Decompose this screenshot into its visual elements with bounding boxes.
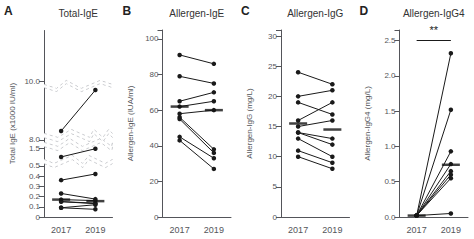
svg-text:0.3: 0.3 bbox=[29, 182, 41, 191]
svg-text:25: 25 bbox=[268, 62, 277, 71]
svg-text:10.0: 10.0 bbox=[24, 77, 40, 86]
svg-text:0: 0 bbox=[36, 213, 41, 222]
svg-text:Allergen-IgG4: Allergen-IgG4 bbox=[403, 8, 465, 19]
svg-text:C: C bbox=[241, 4, 250, 18]
svg-text:0.5: 0.5 bbox=[29, 161, 41, 170]
svg-text:0.4: 0.4 bbox=[29, 172, 41, 181]
svg-text:Allergen-IgE: Allergen-IgE bbox=[169, 8, 224, 19]
svg-text:2017: 2017 bbox=[170, 225, 190, 235]
svg-text:2017: 2017 bbox=[407, 225, 427, 235]
svg-text:0.2: 0.2 bbox=[29, 192, 41, 201]
svg-text:2.5: 2.5 bbox=[384, 36, 396, 45]
svg-text:80: 80 bbox=[150, 70, 159, 79]
svg-text:2019: 2019 bbox=[441, 225, 461, 235]
svg-text:30: 30 bbox=[268, 32, 277, 41]
svg-text:D: D bbox=[360, 4, 369, 18]
svg-text:60: 60 bbox=[150, 106, 159, 115]
svg-text:Allergen-IgG: Allergen-IgG bbox=[287, 8, 343, 19]
svg-text:2019: 2019 bbox=[204, 225, 224, 235]
svg-text:8.0: 8.0 bbox=[29, 135, 41, 144]
svg-text:10: 10 bbox=[268, 152, 277, 161]
svg-text:0.0: 0.0 bbox=[384, 213, 396, 222]
svg-text:1.5: 1.5 bbox=[29, 144, 41, 153]
svg-text:2.0: 2.0 bbox=[384, 71, 396, 80]
svg-text:Allergen-IgG (mg/L): Allergen-IgG (mg/L) bbox=[245, 88, 254, 159]
svg-text:2017: 2017 bbox=[51, 225, 71, 235]
svg-text:2019: 2019 bbox=[322, 225, 342, 235]
svg-text:Total-IgE: Total-IgE bbox=[59, 8, 99, 19]
svg-text:0.1: 0.1 bbox=[29, 202, 41, 211]
svg-text:1.0: 1.0 bbox=[384, 142, 396, 151]
svg-text:Allergen-IgE (IUA/ml): Allergen-IgE (IUA/ml) bbox=[126, 85, 135, 161]
svg-text:B: B bbox=[123, 4, 132, 18]
svg-text:0.5: 0.5 bbox=[384, 177, 396, 186]
svg-text:A: A bbox=[4, 4, 13, 18]
svg-text:20: 20 bbox=[268, 92, 277, 101]
svg-text:1.5: 1.5 bbox=[384, 107, 396, 116]
svg-text:40: 40 bbox=[150, 141, 159, 150]
svg-text:**: ** bbox=[429, 24, 438, 36]
svg-text:100: 100 bbox=[145, 34, 159, 43]
svg-text:5: 5 bbox=[273, 182, 278, 191]
svg-text:Total IgE (x1000 IU/ml): Total IgE (x1000 IU/ml) bbox=[8, 82, 17, 164]
svg-text:20: 20 bbox=[150, 177, 159, 186]
svg-text:Allergen-IgG4 (mg/L): Allergen-IgG4 (mg/L) bbox=[363, 86, 372, 161]
svg-text:0: 0 bbox=[154, 213, 159, 222]
svg-text:2019: 2019 bbox=[85, 225, 105, 235]
svg-text:15: 15 bbox=[268, 122, 277, 131]
svg-text:2017: 2017 bbox=[288, 225, 308, 235]
svg-text:0: 0 bbox=[273, 213, 278, 222]
